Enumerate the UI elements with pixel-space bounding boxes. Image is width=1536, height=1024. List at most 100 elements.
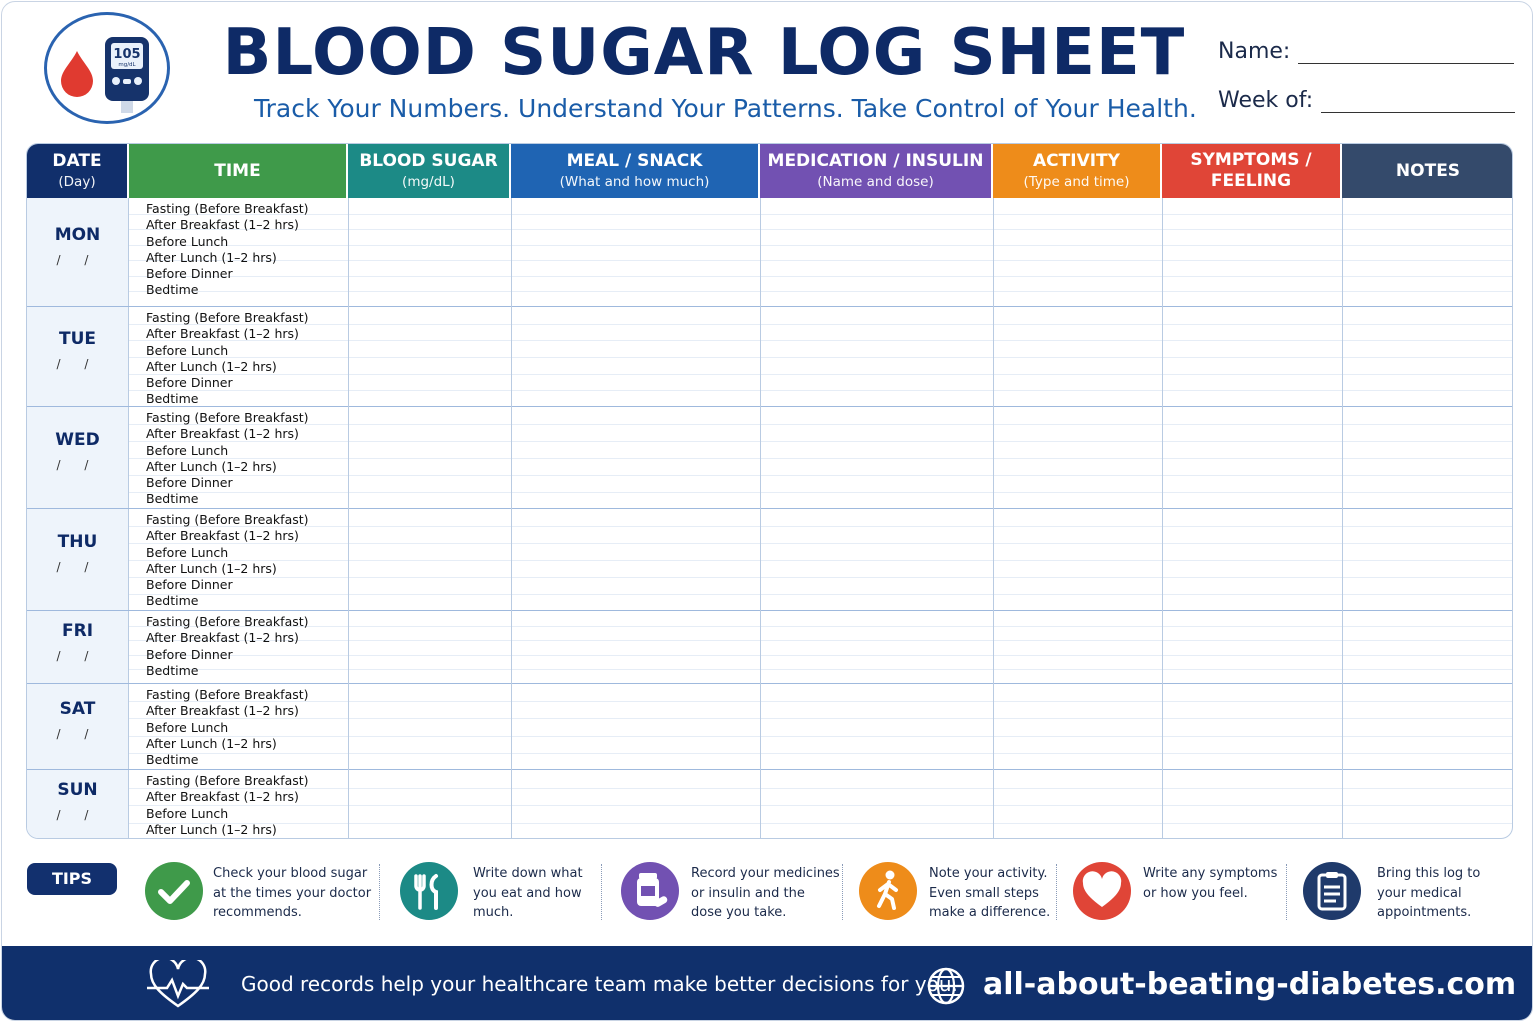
date-blank[interactable]: / / [56,808,99,822]
entry-line[interactable] [129,458,1512,459]
column-header: NOTES [1342,144,1512,198]
tip-text: Note your activity. Even small steps make … [929,864,1050,923]
entry-line[interactable] [129,492,1512,493]
date-blank[interactable]: / / [56,458,99,472]
column-title: TIME [214,160,261,181]
entry-line[interactable] [129,752,1512,754]
column-subtitle: FEELING [1210,171,1292,191]
entry-line[interactable] [129,735,1512,737]
tip-line: Note your activity. [929,866,1048,881]
tip-line: at the times your doctor [213,885,372,901]
day-row-sun: SUN / / Fasting (Before Breakfast) After Br… [27,770,1512,838]
column-subtitle: (Day) [58,173,96,190]
entry-line[interactable] [129,718,1512,720]
entry-line[interactable] [129,244,1512,246]
entry-line[interactable] [129,340,1512,342]
entry-line[interactable] [129,625,1512,627]
name-field[interactable]: Name: [1218,39,1515,64]
tip-separator [1056,864,1057,920]
tip-line: much. [473,905,514,920]
tip-text: Write any symptoms or how you feel. [1143,864,1277,903]
log-table: DATE (Day) TIME BLOOD SUGAR (mg/dL) MEAL / SN… [26,143,1513,839]
day-name: TUE [58,329,96,349]
entry-line[interactable] [129,640,1512,642]
entry-line[interactable] [129,543,1512,544]
entry-line[interactable] [129,424,1512,425]
tip-line: Write down what [473,866,583,881]
time-slot: Before Lunch [146,442,229,458]
time-slot: After Breakfast (1–2 hrs) [146,630,299,646]
column-title: NOTES [1395,160,1461,181]
entry-line[interactable] [129,390,1512,392]
column-divider [1342,198,1343,838]
day-row-fri: FRI / / Fasting (Before Breakfast) After Br… [27,611,1512,684]
time-slot: After Breakfast (1–2 hrs) [146,426,299,442]
time-slots: Fasting (Before Breakfast) After Breakfas… [146,198,346,299]
page-title: BLOOD SUGAR LOG SHEET [222,16,1186,90]
day-row-mon: MON / / Fasting (Before Breakfast) After Br… [27,198,1512,307]
tip-line: make a difference. [929,905,1051,920]
time-slot: After Breakfast (1–2 hrs) [146,789,299,805]
meter-reading: 105 [113,47,140,62]
name-input-line[interactable] [1298,41,1515,64]
footer-bar: Good records help your healthcare team m… [2,946,1532,1020]
tip-line: dose you take. [691,905,787,920]
entry-line[interactable] [129,594,1512,595]
time-slots: Fasting (Before Breakfast) After Breakfas… [146,509,346,610]
entry-line[interactable] [129,260,1512,262]
entry-line[interactable] [129,323,1512,325]
date-blank[interactable]: / / [56,727,99,741]
time-slot: Fasting (Before Breakfast) [146,310,309,325]
column-divider [348,198,349,838]
entry-line[interactable] [129,822,1512,824]
day-row-sat: SAT / / Fasting (Before Breakfast) After Br… [27,684,1512,770]
entry-line[interactable] [129,213,1512,215]
entry-line[interactable] [129,441,1512,442]
day-cell: THU / / [27,509,129,610]
name-label: Name: [1218,39,1291,64]
tip-separator [601,864,602,920]
time-slot: After Lunch (1–2 hrs) [146,458,277,474]
entry-line[interactable] [129,475,1512,476]
date-blank[interactable]: / / [56,560,99,574]
day-cell: FRI / / [27,611,129,683]
week-label: Week of: [1218,88,1314,113]
time-slots: Fasting (Before Breakfast) After Breakfas… [146,611,346,679]
week-input-line[interactable] [1321,90,1516,113]
entry-line[interactable] [129,805,1512,806]
website-link[interactable]: all-about-beating-diabetes.com [983,967,1517,1002]
date-blank[interactable]: / / [56,649,99,663]
tip-line: Check your blood sugar [213,866,368,881]
time-slot: Before Lunch [146,233,229,249]
tip-text: Check your blood sugar at the times your … [213,864,371,923]
entry-line[interactable] [129,701,1512,703]
date-blank[interactable]: / / [56,357,99,371]
column-title: BLOOD SUGAR [359,150,498,171]
entry-line[interactable] [129,357,1512,358]
column-header: MEAL / SNACK (What and how much) [511,144,760,198]
entry-line[interactable] [129,526,1512,527]
time-slots: Fasting (Before Breakfast) After Breakfas… [146,770,346,838]
time-slot: Before Dinner [146,266,233,282]
column-divider [993,198,994,838]
entry-line[interactable] [129,291,1512,293]
column-title: SYMPTOMS / [1190,150,1312,170]
entry-line[interactable] [129,275,1512,277]
week-field[interactable]: Week of: [1218,88,1516,113]
entry-line[interactable] [129,787,1512,789]
column-header: ACTIVITY (Type and time) [993,144,1162,198]
time-slot: Before Lunch [146,719,229,735]
entry-line[interactable] [129,229,1512,231]
entry-line[interactable] [129,669,1512,671]
entry-line[interactable] [129,577,1512,578]
entry-line[interactable] [129,373,1512,375]
day-row-thu: THU / / Fasting (Before Breakfast) After Br… [27,509,1512,611]
entry-line[interactable] [129,654,1512,656]
entry-line[interactable] [129,560,1512,561]
day-name: SAT [59,699,96,719]
tip-line: appointments. [1377,905,1472,920]
date-blank[interactable]: / / [56,252,99,267]
time-slot: Bedtime [146,593,199,609]
day-cell: WED / / [27,407,129,508]
time-slot: Fasting (Before Breakfast) [146,201,309,216]
